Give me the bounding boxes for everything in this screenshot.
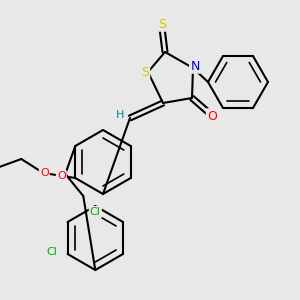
Text: O: O [40, 168, 49, 178]
Text: S: S [141, 65, 149, 79]
Text: N: N [190, 59, 200, 73]
Text: S: S [158, 17, 166, 31]
Text: Cl: Cl [47, 247, 58, 257]
Text: Cl: Cl [90, 207, 101, 217]
Text: O: O [207, 110, 217, 122]
Text: H: H [116, 110, 124, 120]
Text: O: O [57, 171, 66, 181]
